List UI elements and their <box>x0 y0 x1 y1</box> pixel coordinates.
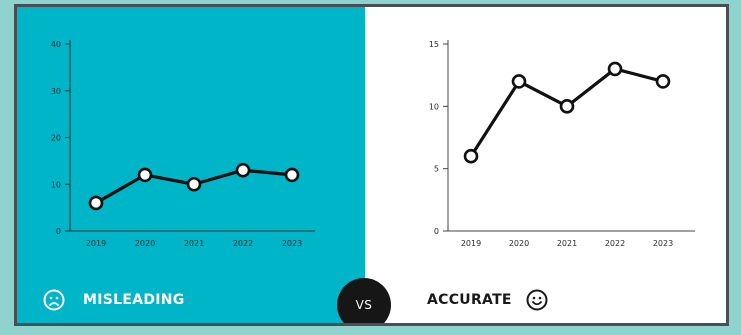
x-tick-label: 2020 <box>509 239 529 248</box>
misleading-label: MISLEADING <box>83 292 185 308</box>
data-point <box>235 162 251 178</box>
data-point <box>463 148 479 164</box>
accurate-panel: 0 5 10 15 2019 2020 2021 2022 2023 <box>365 7 726 323</box>
data-point <box>511 74 527 89</box>
y-tick-label: 30 <box>51 87 61 96</box>
misleading-line-chart: 0 10 20 30 40 2019 2020 2021 2022 2023 <box>51 40 315 248</box>
comparison-frame: 0 10 20 30 40 2019 2020 2021 2022 2023 0 5 10 15 2019… <box>14 4 729 326</box>
data-point <box>559 99 575 114</box>
x-tick-label: 2020 <box>135 239 155 248</box>
accurate-caption: ACCURATE <box>427 289 548 311</box>
accurate-line-chart: 0 5 10 15 2019 2020 2021 2022 2023 <box>429 40 695 248</box>
data-point <box>137 167 153 183</box>
misleading-caption: MISLEADING <box>43 289 185 311</box>
x-tick-label: 2019 <box>461 239 481 248</box>
data-point <box>186 176 202 192</box>
y-tick-label: 0 <box>56 227 61 236</box>
x-tick-label: 2022 <box>233 239 253 248</box>
data-point <box>607 61 623 77</box>
data-point <box>88 195 104 211</box>
misleading-panel: 0 10 20 30 40 2019 2020 2021 2022 2023 <box>17 7 365 323</box>
x-tick-label: 2022 <box>605 239 625 248</box>
x-tick-label: 2023 <box>653 239 673 248</box>
y-tick-label: 10 <box>51 180 61 189</box>
x-tick-label: 2021 <box>184 239 204 248</box>
x-tick-label: 2019 <box>86 239 106 248</box>
happy-face-icon <box>526 289 548 311</box>
data-point <box>284 167 300 183</box>
y-tick-label: 10 <box>429 102 439 111</box>
data-point <box>655 74 671 89</box>
y-tick-label: 15 <box>429 40 439 49</box>
x-tick-label: 2021 <box>557 239 577 248</box>
y-tick-label: 20 <box>51 134 61 143</box>
vs-label: VS <box>355 298 373 312</box>
x-tick-label: 2023 <box>282 239 302 248</box>
accurate-label: ACCURATE <box>427 292 512 308</box>
y-tick-label: 40 <box>51 40 61 49</box>
y-tick-label: 0 <box>434 227 439 236</box>
y-tick-label: 5 <box>434 165 439 174</box>
sad-face-icon <box>43 289 65 311</box>
vs-badge: VS <box>337 278 391 323</box>
